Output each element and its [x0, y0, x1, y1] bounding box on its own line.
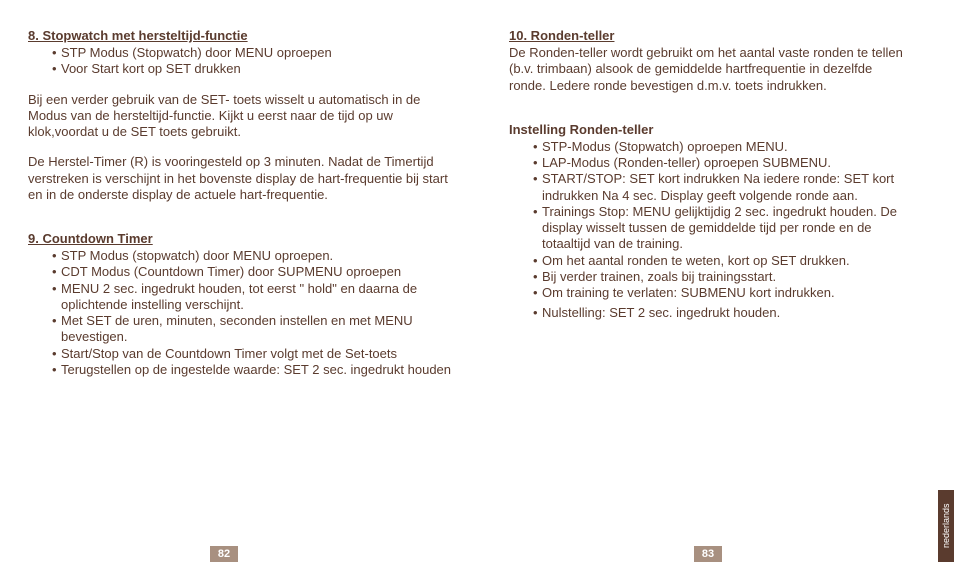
- instelling-heading: Instelling Ronden-teller: [509, 122, 910, 137]
- list-item: Om het aantal ronden te weten, kort op S…: [533, 253, 910, 269]
- list-item: START/STOP: SET kort indrukken Na iedere…: [533, 171, 910, 204]
- section-10-paragraph: De Ronden-teller wordt gebruikt om het a…: [509, 45, 910, 94]
- instelling-list: STP-Modus (Stopwatch) oproepen MENU. LAP…: [509, 139, 910, 322]
- section-8-list: STP Modus (Stopwatch) door MENU oproepen…: [28, 45, 459, 78]
- list-item: STP Modus (stopwatch) door MENU oproepen…: [52, 248, 459, 264]
- page-spread: 8. Stopwatch met hersteltijd-functie STP…: [0, 0, 954, 574]
- section-8-heading: 8. Stopwatch met hersteltijd-functie: [28, 28, 459, 43]
- list-item: Met SET de uren, minuten, seconden inste…: [52, 313, 459, 346]
- language-tab: nederlands: [938, 490, 954, 562]
- list-item: Voor Start kort op SET drukken: [52, 61, 459, 77]
- section-8-paragraph-2: De Herstel-Timer (R) is vooringesteld op…: [28, 154, 459, 203]
- section-9-list: STP Modus (stopwatch) door MENU oproepen…: [28, 248, 459, 378]
- list-item: Terugstellen op de ingestelde waarde: SE…: [52, 362, 459, 378]
- left-page: 8. Stopwatch met hersteltijd-functie STP…: [0, 0, 477, 574]
- list-item: STP-Modus (Stopwatch) oproepen MENU.: [533, 139, 910, 155]
- right-page: 10. Ronden-teller De Ronden-teller wordt…: [477, 0, 954, 574]
- list-item: Om training te verlaten: SUBMENU kort in…: [533, 285, 910, 301]
- section-9-heading: 9. Countdown Timer: [28, 231, 459, 246]
- list-item: Bij verder trainen, zoals bij trainingss…: [533, 269, 910, 285]
- section-8-paragraph-1: Bij een verder gebruik van de SET- toets…: [28, 92, 459, 141]
- list-item: Start/Stop van de Countdown Timer volgt …: [52, 346, 459, 362]
- page-number-left: 82: [210, 546, 238, 562]
- list-item: MENU 2 sec. ingedrukt houden, tot eerst …: [52, 281, 459, 314]
- section-10-heading: 10. Ronden-teller: [509, 28, 910, 43]
- list-item: STP Modus (Stopwatch) door MENU oproepen: [52, 45, 459, 61]
- list-item: CDT Modus (Countdown Timer) door SUPMENU…: [52, 264, 459, 280]
- list-item: Nulstelling: SET 2 sec. ingedrukt houden…: [533, 305, 910, 321]
- list-item: LAP-Modus (Ronden-teller) oproepen SUBME…: [533, 155, 910, 171]
- page-number-right: 83: [694, 546, 722, 562]
- list-item: Trainings Stop: MENU gelijktijdig 2 sec.…: [533, 204, 910, 253]
